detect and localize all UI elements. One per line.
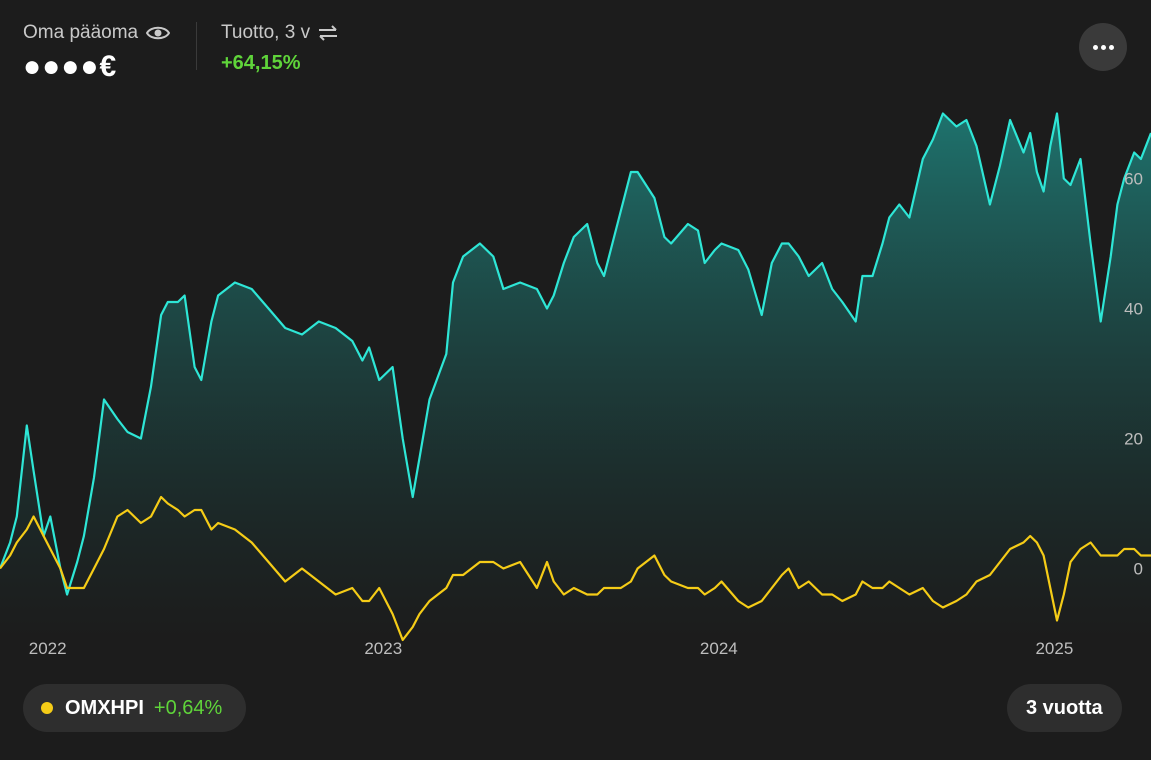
- x-tick-label: 2024: [700, 639, 738, 658]
- benchmark-name: OMXHPI: [65, 696, 144, 719]
- return-section: Tuotto, 3 v +64,15%: [221, 22, 338, 75]
- y-tick-label: 0: [1134, 560, 1143, 579]
- portfolio-line: [0, 112, 1151, 596]
- return-label: Tuotto, 3 v: [221, 22, 311, 43]
- portfolio-area: [0, 113, 1151, 640]
- x-tick-label: 2025: [1035, 639, 1073, 658]
- header-divider: [196, 22, 197, 70]
- eye-icon[interactable]: [146, 25, 171, 41]
- performance-chart[interactable]: 0 20 40 60 2022 2023 2024 2025: [0, 0, 1151, 680]
- y-tick-label: 20: [1124, 430, 1143, 449]
- period-label: 3 vuotta: [1026, 696, 1103, 719]
- y-tick-label: 40: [1124, 300, 1143, 319]
- header: Oma pääoma ●●●●€ Tuotto, 3 v +64,15%: [0, 0, 1151, 100]
- equity-value-hidden: ●●●●€: [23, 50, 118, 83]
- x-tick-label: 2023: [364, 639, 402, 658]
- x-tick-label: 2022: [29, 639, 67, 658]
- equity-label-row: Oma pääoma: [23, 22, 171, 44]
- more-icon: [1092, 44, 1098, 50]
- equity-section: Oma pääoma ●●●●€: [23, 22, 171, 84]
- benchmark-change: +0,64%: [153, 696, 223, 719]
- omxhpi-line: [0, 495, 1151, 642]
- equity-label: Oma pääoma: [23, 22, 139, 43]
- period-button[interactable]: 3 vuotta: [1007, 684, 1122, 732]
- benchmark-legend[interactable]: OMXHPI +0,64%: [23, 684, 247, 732]
- y-tick-label: 60: [1124, 170, 1143, 189]
- more-button[interactable]: [1079, 23, 1127, 71]
- return-label-row: Tuotto, 3 v: [221, 22, 338, 44]
- benchmark-dot: [41, 702, 53, 714]
- return-value: +64,15%: [221, 52, 301, 74]
- swap-icon[interactable]: [318, 25, 338, 41]
